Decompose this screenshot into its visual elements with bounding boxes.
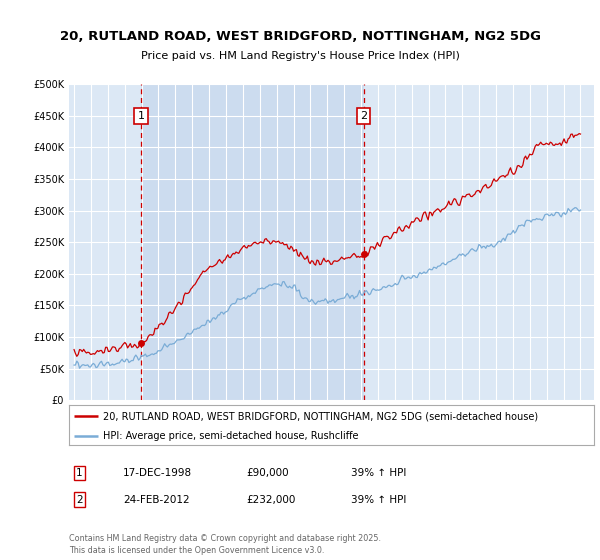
Text: £90,000: £90,000	[246, 468, 289, 478]
Text: 2: 2	[360, 111, 367, 120]
Text: HPI: Average price, semi-detached house, Rushcliffe: HPI: Average price, semi-detached house,…	[103, 431, 359, 441]
Text: 17-DEC-1998: 17-DEC-1998	[123, 468, 192, 478]
Text: 20, RUTLAND ROAD, WEST BRIDGFORD, NOTTINGHAM, NG2 5DG: 20, RUTLAND ROAD, WEST BRIDGFORD, NOTTIN…	[59, 30, 541, 43]
Text: 1: 1	[76, 468, 83, 478]
Text: 39% ↑ HPI: 39% ↑ HPI	[351, 468, 406, 478]
Bar	[141, 84, 364, 400]
Text: £232,000: £232,000	[246, 494, 295, 505]
Text: 24-FEB-2012: 24-FEB-2012	[123, 494, 190, 505]
Text: 20, RUTLAND ROAD, WEST BRIDGFORD, NOTTINGHAM, NG2 5DG (semi-detached house): 20, RUTLAND ROAD, WEST BRIDGFORD, NOTTIN…	[103, 411, 538, 421]
Text: 1: 1	[137, 111, 145, 120]
Text: Contains HM Land Registry data © Crown copyright and database right 2025.
This d: Contains HM Land Registry data © Crown c…	[69, 534, 381, 555]
Text: 2: 2	[76, 494, 83, 505]
Text: 39% ↑ HPI: 39% ↑ HPI	[351, 494, 406, 505]
Text: Price paid vs. HM Land Registry's House Price Index (HPI): Price paid vs. HM Land Registry's House …	[140, 51, 460, 61]
